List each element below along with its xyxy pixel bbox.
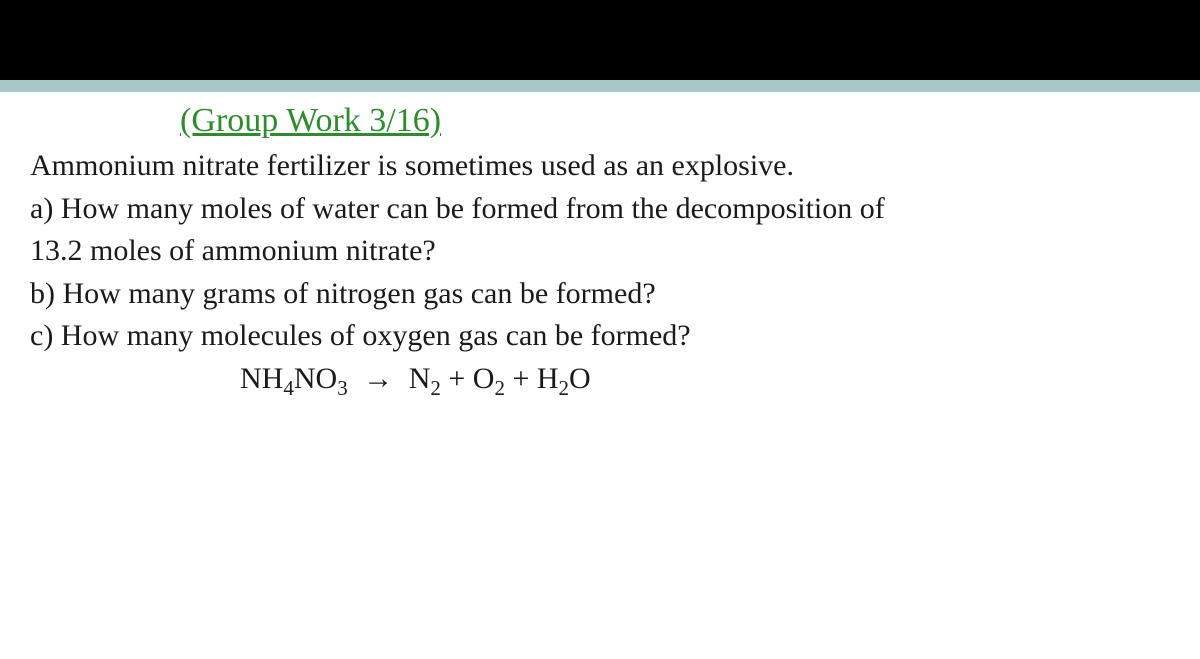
question-c: c) How many molecules of oxygen gas can … [30, 316, 1170, 357]
chemical-equation: NH4NO3 → N2 + O2 + H2O [30, 359, 1170, 400]
sub-h2o: 2 [559, 376, 570, 400]
sub-o2: 2 [494, 376, 505, 400]
sub-n2: 2 [430, 376, 441, 400]
accent-bar [0, 80, 1200, 92]
question-a-line1: a) How many moles of water can be formed… [30, 189, 1170, 230]
slide-content: (Group Work 3/16) Ammonium nitrate ferti… [0, 92, 1200, 399]
question-b: b) How many grams of nitrogen gas can be… [30, 274, 1170, 315]
intro-text: Ammonium nitrate fertilizer is sometimes… [30, 146, 1170, 187]
sub-4: 4 [283, 376, 294, 400]
question-a-line2: 13.2 moles of ammonium nitrate? [30, 231, 1170, 272]
top-black-bar [0, 0, 1200, 80]
group-work-heading[interactable]: (Group Work 3/16) [180, 102, 441, 139]
heading-container: (Group Work 3/16) [30, 102, 1170, 140]
reaction-arrow-icon: → [355, 359, 401, 400]
sub-3: 3 [337, 376, 348, 400]
